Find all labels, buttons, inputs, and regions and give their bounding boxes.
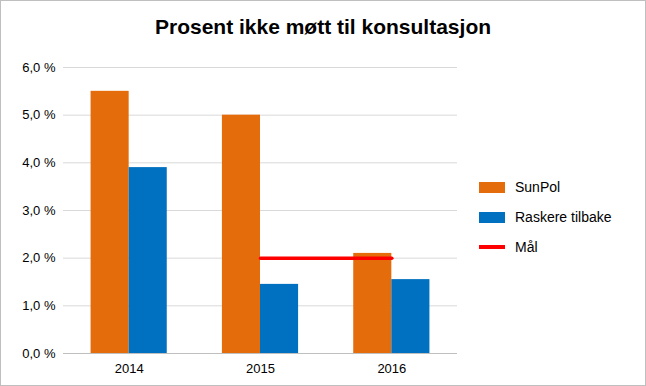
svg-text:2016: 2016 bbox=[377, 361, 406, 376]
html-text:Mål: Mål bbox=[515, 239, 538, 255]
svg-text:2014: 2014 bbox=[115, 361, 144, 376]
svg-text:0,0 %: 0,0 % bbox=[22, 346, 56, 361]
html-text:Raskere tilbake: Raskere tilbake bbox=[515, 209, 612, 225]
svg-text:3,0 %: 3,0 % bbox=[22, 203, 56, 218]
html-text:SunPol: SunPol bbox=[515, 179, 561, 195]
svg-text:4,0 %: 4,0 % bbox=[22, 155, 56, 170]
svg-text:5,0 %: 5,0 % bbox=[22, 107, 56, 122]
svg-text:2015: 2015 bbox=[246, 361, 275, 376]
svg-text:2,0 %: 2,0 % bbox=[22, 250, 56, 265]
svg-text:1,0 %: 1,0 % bbox=[22, 298, 56, 313]
html-text:Prosent ikke møtt til konsulta: Prosent ikke møtt til konsultasjon bbox=[155, 15, 491, 38]
svg-text:6,0 %: 6,0 % bbox=[22, 60, 56, 75]
